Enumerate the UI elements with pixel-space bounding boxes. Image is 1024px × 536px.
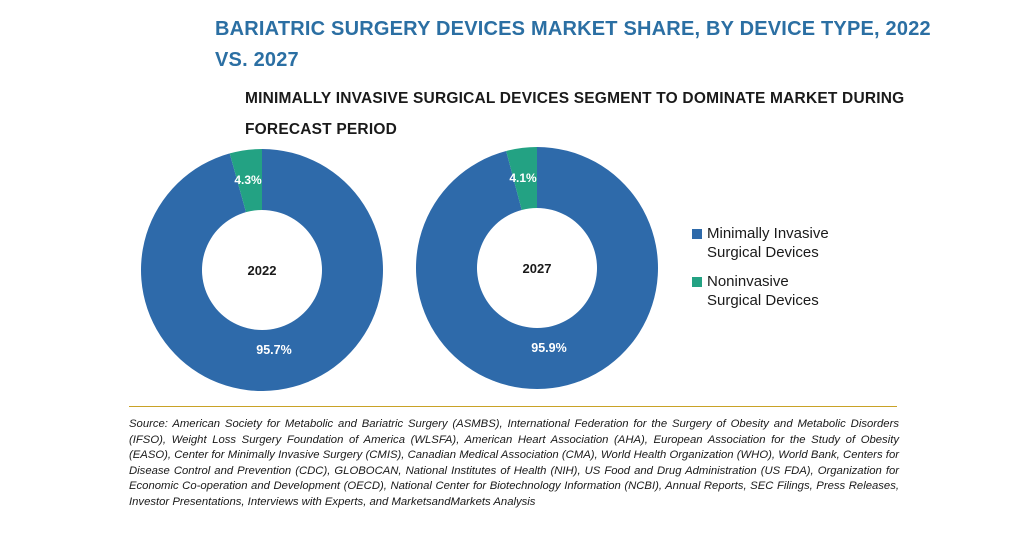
donut-2027-slice-minimally-invasive <box>415 147 658 389</box>
donut-2022-center-label: 2022 <box>248 263 277 278</box>
donut-2027-label-noninvasive: 4.1% <box>509 171 537 185</box>
chart-title: BARIATRIC SURGERY DEVICES MARKET SHARE, … <box>215 18 931 71</box>
donut-2027-slice-noninvasive <box>506 147 537 210</box>
source-note: Source: American Society for Metabolic a… <box>129 418 899 508</box>
donut-2022-label-minimally-invasive: 95.7% <box>256 343 291 357</box>
source-divider <box>129 406 897 407</box>
donut-2027-center-label: 2027 <box>523 261 552 276</box>
legend: Minimally Invasive Surgical Devices Noni… <box>692 224 892 320</box>
legend-item-noninvasive: Noninvasive Surgical Devices <box>692 272 892 310</box>
legend-label-noninvasive: Noninvasive Surgical Devices <box>707 273 819 309</box>
legend-label-minimally-invasive: Minimally Invasive Surgical Devices <box>707 225 829 261</box>
donut-2022-slice-minimally-invasive <box>141 149 383 391</box>
donut-2027-label-minimally-invasive: 95.9% <box>531 341 566 355</box>
donut-2022-slice-noninvasive <box>229 149 262 213</box>
donut-2022-label-noninvasive: 4.3% <box>234 173 262 187</box>
chart-subtitle: MINIMALLY INVASIVE SURGICAL DEVICES SEGM… <box>245 90 905 138</box>
legend-swatch-noninvasive <box>692 277 702 287</box>
legend-swatch-minimally-invasive <box>692 229 702 239</box>
legend-item-minimally-invasive: Minimally Invasive Surgical Devices <box>692 224 892 262</box>
